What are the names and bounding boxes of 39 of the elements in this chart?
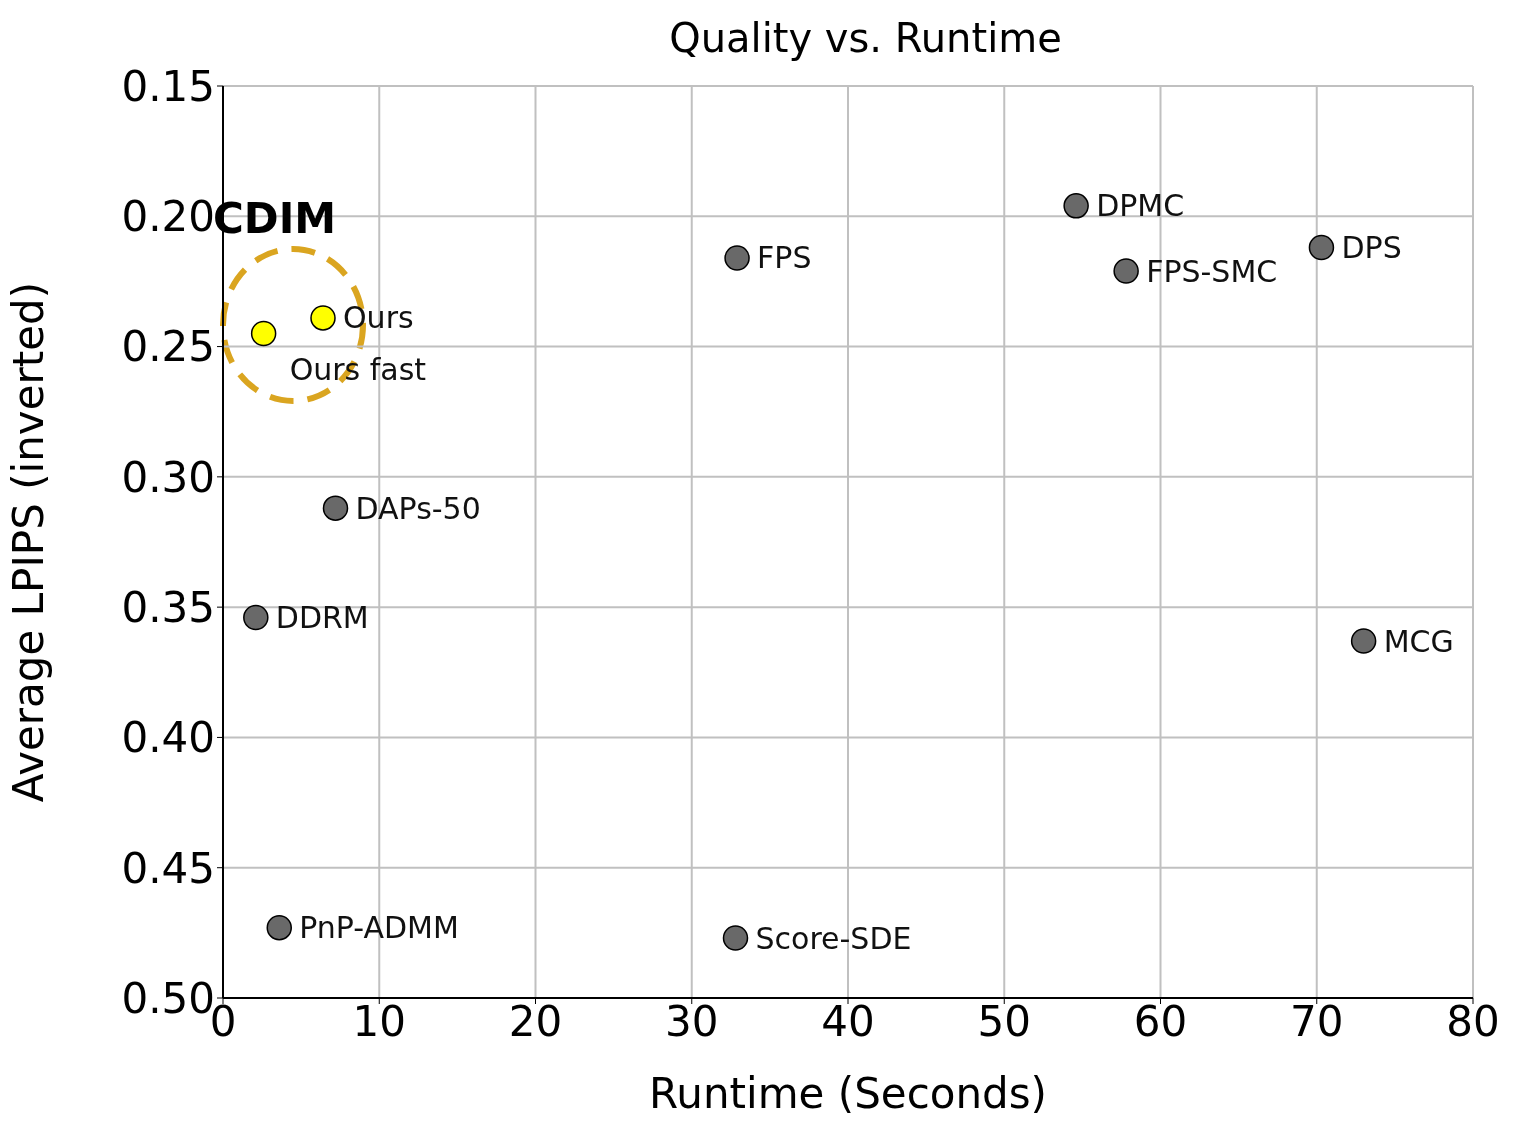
series-label: DAPs-50 xyxy=(355,490,481,526)
x-tick-label: 20 xyxy=(508,996,563,1046)
point xyxy=(243,604,269,631)
chart-title: Quality vs. Runtime xyxy=(669,15,1062,61)
point xyxy=(266,914,292,941)
x-axis-title: Runtime (Seconds) xyxy=(649,1069,1047,1118)
series-label: PnP-ADMM xyxy=(299,910,459,946)
x-tick-label: 40 xyxy=(821,996,875,1046)
point xyxy=(250,320,277,347)
x-tick-label: 70 xyxy=(1290,996,1344,1046)
series-label: DPMC xyxy=(1096,188,1185,224)
point xyxy=(1063,193,1089,219)
point xyxy=(722,925,749,951)
y-tick-label: 0.30 xyxy=(121,452,215,502)
series-label: DPS xyxy=(1341,230,1402,266)
x-tick-label: 30 xyxy=(665,996,719,1046)
x-tick-label: 50 xyxy=(977,996,1031,1046)
y-tick-label: 0.25 xyxy=(121,322,215,372)
y-axis-title: Average LPIPS (inverted) xyxy=(3,281,53,803)
y-tick-label: 0.45 xyxy=(121,843,215,893)
series-label: Score-SDE xyxy=(755,920,912,956)
y-tick-label: 0.35 xyxy=(121,583,215,633)
point xyxy=(1350,628,1377,654)
x-tick-label: 80 xyxy=(1446,996,1500,1046)
series-label: MCG xyxy=(1383,623,1454,659)
series-label: Ours xyxy=(343,300,414,336)
y-tick-label: 0.15 xyxy=(121,61,215,111)
point xyxy=(1113,258,1139,284)
point xyxy=(322,495,349,521)
point xyxy=(310,305,336,331)
y-tick-label: 0.20 xyxy=(121,192,215,242)
y-tick-label: 0.40 xyxy=(121,713,215,763)
series-label: FPS xyxy=(757,240,812,276)
x-tick-label: 10 xyxy=(352,996,406,1046)
series-label: DDRM xyxy=(275,600,369,636)
point xyxy=(724,245,750,271)
point xyxy=(1308,234,1335,261)
x-tick-label: 60 xyxy=(1133,996,1188,1046)
series-label: FPS-SMC xyxy=(1146,253,1278,289)
